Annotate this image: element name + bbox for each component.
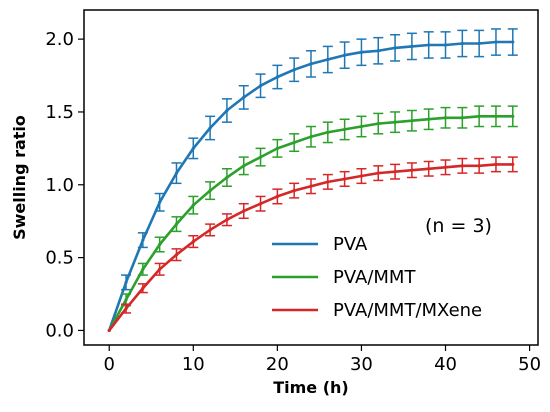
data-point (343, 177, 347, 181)
data-point (141, 267, 145, 271)
data-point (410, 44, 414, 49)
data-point (158, 242, 162, 247)
data-point (208, 228, 212, 232)
legend-label: PVA (333, 234, 368, 255)
data-point (275, 75, 279, 79)
data-point (191, 203, 195, 207)
data-point (124, 280, 128, 284)
data-point (359, 124, 364, 129)
x-tick-label: 50 (518, 354, 541, 375)
data-point (309, 184, 313, 188)
data-point (124, 306, 128, 311)
data-point (242, 95, 246, 99)
y-tick-label: 2.0 (45, 29, 74, 50)
x-axis-ticks: 0 10 20 30 40 50 (103, 345, 541, 375)
data-point (477, 41, 481, 46)
data-point (460, 116, 464, 120)
data-point (225, 218, 229, 222)
sample-size-annotation: (n = 3) (425, 215, 492, 237)
data-point (427, 117, 431, 121)
plot-frame (83, 9, 539, 346)
legend-label: PVA/MMT (333, 267, 416, 288)
plot-content (107, 28, 518, 333)
y-axis-label: Swelling ratio (10, 115, 29, 240)
data-point (443, 116, 448, 120)
data-point (376, 122, 380, 126)
data-point (292, 189, 296, 193)
series-2 (107, 156, 518, 333)
legend: PVA PVA/MMT PVA/MMT/MXene (272, 234, 482, 321)
y-tick-label: 0.0 (45, 320, 74, 341)
data-point (141, 238, 145, 242)
data-point (242, 164, 246, 168)
data-point (174, 171, 179, 175)
data-point (443, 43, 448, 47)
x-tick-label: 30 (350, 354, 373, 375)
x-axis-label: Time (h) (273, 378, 349, 397)
data-point (275, 146, 279, 150)
data-point (477, 114, 481, 118)
data-point (443, 165, 448, 169)
x-tick-label: 20 (266, 354, 289, 375)
data-point (258, 202, 263, 206)
data-point (376, 49, 380, 53)
data-point (309, 62, 313, 66)
y-tick-label: 0.5 (45, 248, 74, 269)
x-tick-label: 10 (182, 354, 205, 375)
data-point (174, 253, 179, 257)
data-point (343, 53, 347, 57)
data-point (258, 155, 263, 159)
legend-label: PVA/MMT/MXene (333, 300, 482, 321)
data-point (242, 209, 246, 213)
data-point (208, 126, 212, 130)
data-point (124, 298, 128, 302)
data-point (393, 46, 397, 50)
data-point (494, 162, 498, 166)
data-point (511, 114, 515, 118)
data-point (158, 267, 162, 271)
x-tick-label: 40 (434, 354, 457, 375)
data-point (326, 180, 330, 184)
data-point (494, 40, 498, 44)
data-point (477, 164, 481, 168)
data-point (393, 120, 397, 124)
data-point (410, 168, 414, 172)
data-point (225, 175, 229, 180)
data-point (427, 167, 431, 171)
data-point (326, 57, 330, 62)
data-point (511, 40, 515, 44)
data-point (141, 286, 145, 290)
data-point (158, 200, 162, 204)
y-tick-label: 1.0 (45, 175, 74, 196)
data-point (511, 162, 515, 166)
data-point (494, 114, 498, 118)
x-tick-label: 0 (103, 354, 114, 375)
data-point (326, 130, 330, 134)
data-point (359, 50, 364, 54)
data-point (191, 239, 195, 244)
data-point (376, 171, 380, 175)
data-point (292, 68, 296, 72)
data-point (427, 43, 431, 47)
data-point (359, 174, 364, 178)
data-point (107, 328, 111, 333)
data-point (393, 170, 397, 174)
data-point (460, 164, 464, 168)
data-point (225, 108, 229, 113)
data-point (275, 194, 279, 199)
y-tick-label: 1.5 (45, 102, 74, 123)
data-point (343, 127, 347, 132)
data-point (208, 189, 212, 193)
data-point (191, 146, 195, 150)
data-point (460, 41, 464, 46)
data-point (309, 135, 313, 139)
data-point (258, 84, 263, 88)
data-point (292, 140, 296, 145)
y-axis-ticks: 0.0 0.5 1.0 1.5 2.0 (45, 29, 84, 341)
data-point (410, 119, 414, 123)
series-0 (107, 28, 518, 333)
data-point (174, 222, 179, 226)
